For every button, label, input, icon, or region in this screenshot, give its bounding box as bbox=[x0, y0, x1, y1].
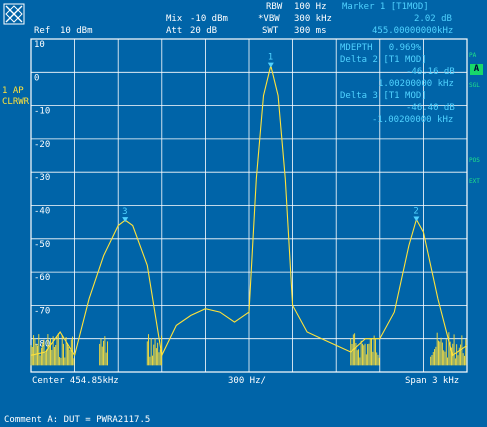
ext-tag: EXT bbox=[469, 178, 480, 185]
delta3-level: -46.40 dB bbox=[406, 103, 455, 113]
mix-value: -10 dBm bbox=[190, 14, 228, 24]
marker1-freq: 455.00000000kHz bbox=[372, 26, 454, 36]
sgl-tag: SGL bbox=[469, 82, 480, 89]
noise-floor bbox=[30, 332, 467, 366]
y-tick-label: -30 bbox=[34, 173, 50, 183]
ref-value: 10 dBm bbox=[60, 26, 93, 36]
delta3-title: Delta 3 [T1 MOD] bbox=[340, 91, 427, 101]
y-tick-label: -60 bbox=[34, 273, 50, 283]
y-tick-label: 0 bbox=[34, 73, 39, 83]
pa-tag: PA bbox=[469, 52, 477, 59]
comment-line: Comment A: DUT = PWRA2117.5 bbox=[4, 415, 151, 425]
delta2-title: Delta 2 [T1 MOD] bbox=[340, 55, 427, 65]
ref-label: Ref bbox=[34, 26, 51, 36]
pos-tag: POS bbox=[469, 157, 480, 164]
delta3-freq: -1.00200000 kHz bbox=[372, 115, 454, 125]
rbw-value: 100 Hz bbox=[294, 2, 327, 12]
swt-value: 300 ms bbox=[294, 26, 327, 36]
center-frequency: Center 454.85kHz bbox=[32, 376, 119, 386]
trace-mode: 1 AP bbox=[2, 86, 24, 96]
mdepth-readout: MDEPTH 0.969% bbox=[340, 43, 422, 53]
marker-label: 1 bbox=[268, 53, 273, 63]
y-tick-label: -80 bbox=[34, 340, 50, 350]
att-label: Att bbox=[166, 26, 183, 36]
y-tick-label: 10 bbox=[34, 40, 45, 50]
marker-label: 2 bbox=[413, 206, 418, 216]
trace-a-tag[interactable]: A bbox=[470, 64, 483, 75]
marker-label: 3 bbox=[122, 207, 127, 217]
vbw-value: 300 kHz bbox=[294, 14, 332, 24]
rbw-label: RBW bbox=[266, 2, 283, 12]
vbw-label: *VBW bbox=[258, 14, 280, 24]
marker-glyph bbox=[267, 62, 274, 68]
y-tick-label: -70 bbox=[34, 306, 50, 316]
y-tick-label: -10 bbox=[34, 107, 50, 117]
grid bbox=[30, 38, 468, 373]
y-tick-label: -20 bbox=[34, 140, 50, 150]
att-value: 20 dB bbox=[190, 26, 218, 36]
frequency-per-division: 300 Hz/ bbox=[228, 376, 266, 386]
marker-glyph bbox=[413, 216, 420, 222]
marker-glyph bbox=[122, 217, 129, 223]
marker1-level: 2.02 dB bbox=[414, 14, 452, 24]
mix-label: Mix bbox=[166, 14, 183, 24]
markers: 1 2 3 bbox=[122, 53, 420, 223]
rohde-schwarz-logo bbox=[3, 3, 25, 25]
y-tick-label: -50 bbox=[34, 240, 50, 250]
trace-detector: CLRWR bbox=[2, 97, 30, 107]
delta2-level: -46.16 dB bbox=[406, 67, 455, 77]
delta2-freq: 1.00200000 kHz bbox=[378, 79, 454, 89]
frequency-span: Span 3 kHz bbox=[405, 376, 460, 386]
spectrum-trace bbox=[30, 65, 468, 358]
marker1-title: Marker 1 [T1MOD] bbox=[342, 2, 429, 12]
y-tick-label: -40 bbox=[34, 207, 50, 217]
swt-label: SWT bbox=[262, 26, 279, 36]
y-tick-labels: 10 0 -10 -20 -30 -40 -50 -60 -70 -80 bbox=[34, 40, 50, 350]
